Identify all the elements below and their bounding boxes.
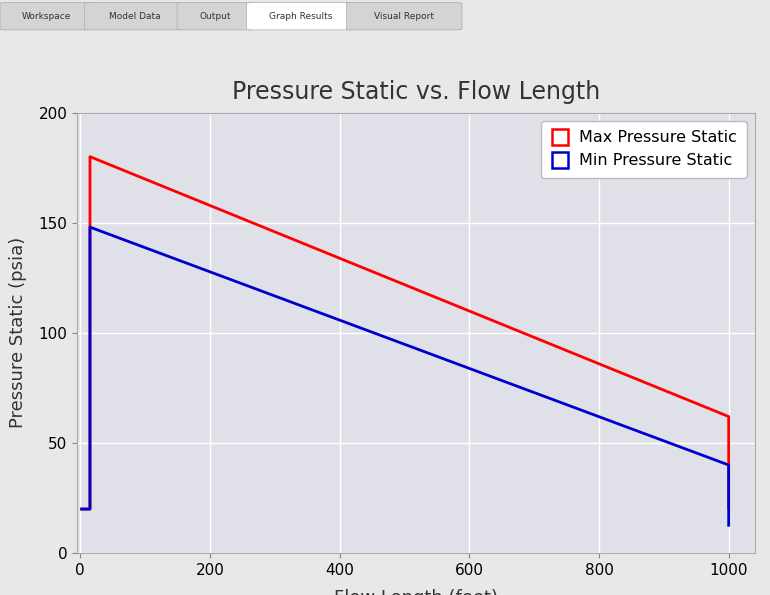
Text: Model Data: Model Data bbox=[109, 12, 161, 21]
FancyBboxPatch shape bbox=[177, 2, 254, 30]
Legend: Max Pressure Static, Min Pressure Static: Max Pressure Static, Min Pressure Static bbox=[541, 121, 747, 178]
X-axis label: Flow Length (feet): Flow Length (feet) bbox=[334, 589, 497, 595]
FancyBboxPatch shape bbox=[346, 2, 462, 30]
Y-axis label: Pressure Static (psia): Pressure Static (psia) bbox=[9, 237, 27, 428]
FancyBboxPatch shape bbox=[85, 2, 185, 30]
FancyBboxPatch shape bbox=[246, 2, 354, 30]
Title: Pressure Static vs. Flow Length: Pressure Static vs. Flow Length bbox=[232, 80, 600, 104]
Text: Visual Report: Visual Report bbox=[374, 12, 434, 21]
FancyBboxPatch shape bbox=[0, 2, 92, 30]
Text: Workspace: Workspace bbox=[22, 12, 71, 21]
Text: Graph Results: Graph Results bbox=[269, 12, 332, 21]
Text: Output: Output bbox=[200, 12, 231, 21]
